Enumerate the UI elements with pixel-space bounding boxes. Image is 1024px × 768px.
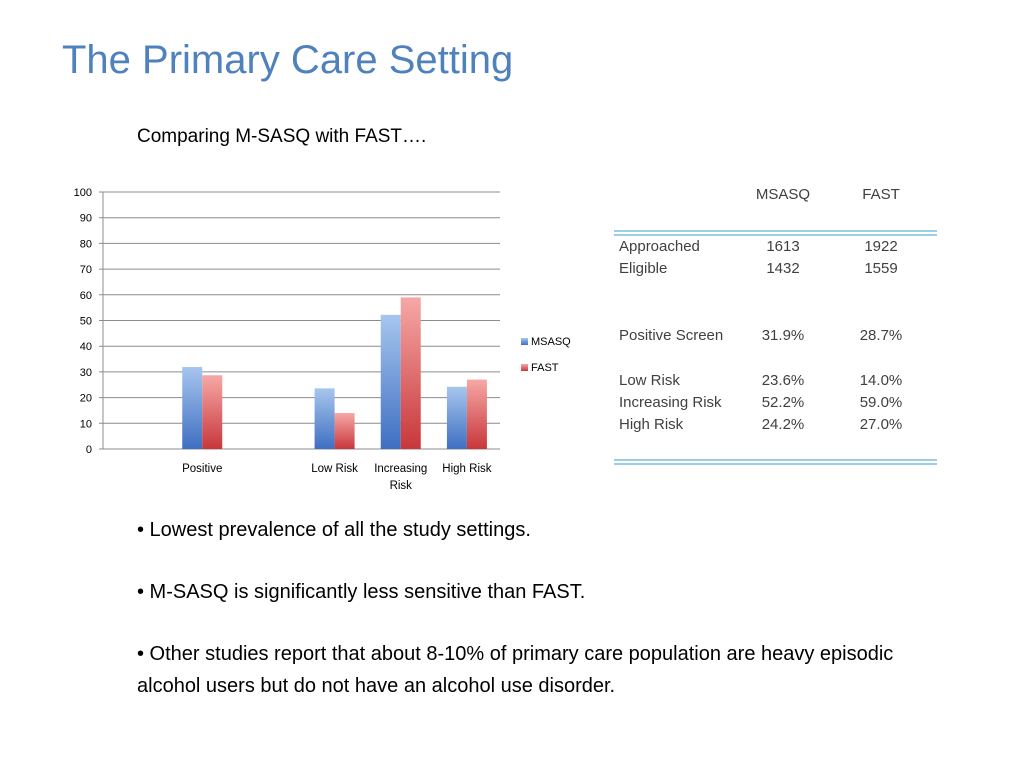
bullet-item: • Lowest prevalence of all the study set…: [137, 519, 531, 541]
row-label: Low Risk: [619, 372, 680, 389]
table-row: Increasing Risk 52.2% 59.0%: [614, 394, 937, 416]
slide-subtitle: Comparing M-SASQ with FAST….: [137, 126, 427, 147]
bar-fast: [334, 413, 355, 449]
table-row: Low Risk 23.6% 14.0%: [614, 372, 937, 394]
comparison-table: MSASQ FAST Approached 1613 1922 Eligible…: [614, 178, 938, 472]
fast-value: 27.0%: [859, 416, 903, 433]
table-row: High Risk 24.2% 27.0%: [614, 416, 937, 438]
y-tick-label: 80: [80, 238, 92, 250]
y-tick-label: 20: [80, 393, 92, 405]
x-tick-label: Low Risk: [311, 463, 358, 475]
row-label: Eligible: [619, 260, 668, 277]
table-row: Approached 1613 1922: [614, 238, 937, 260]
table-row: Eligible 1432 1559: [614, 260, 937, 282]
legend-swatch: [521, 338, 528, 345]
bar-fast: [400, 297, 421, 449]
table-rule: [614, 234, 937, 236]
axes: [99, 192, 500, 450]
legend-swatch: [521, 364, 528, 371]
table-row: Positive Screen 31.9% 28.7%: [614, 327, 937, 349]
fast-value: 14.0%: [859, 372, 903, 389]
y-tick-label: 60: [80, 290, 92, 302]
bar-msasq: [380, 314, 401, 449]
bar-fast: [202, 375, 223, 449]
msasq-value: 31.9%: [761, 327, 805, 344]
row-label: Approached: [619, 238, 700, 255]
msasq-value: 52.2%: [761, 394, 805, 411]
table-header-msasq: MSASQ: [755, 186, 811, 203]
y-tick-label: 10: [80, 418, 92, 430]
row-label: High Risk: [619, 416, 684, 433]
x-tick-label: Risk: [390, 480, 413, 492]
fast-value: 1922: [864, 238, 898, 255]
chart-legend: MSASQ FAST: [521, 336, 571, 374]
bar-msasq: [314, 388, 335, 449]
msasq-value: 23.6%: [761, 372, 805, 389]
row-label: Positive Screen: [619, 327, 724, 344]
fast-value: 1559: [864, 260, 898, 277]
msasq-value: 24.2%: [761, 416, 805, 433]
bars: [182, 297, 487, 449]
bullet-item: • M-SASQ is significantly less sensitive…: [137, 581, 586, 603]
legend-label: FAST: [531, 362, 559, 374]
msasq-value: 1432: [766, 260, 800, 277]
legend-label: MSASQ: [531, 336, 571, 348]
bar-msasq: [446, 386, 467, 449]
y-tick-label: 90: [80, 213, 92, 225]
table-rule: [614, 463, 937, 465]
table-header-fast: FAST: [862, 186, 900, 203]
bar-msasq: [182, 367, 203, 449]
y-tick-label: 40: [80, 341, 92, 353]
y-tick-label: 70: [80, 264, 92, 276]
bar-fast: [466, 379, 487, 449]
x-tick-label: Positive: [182, 463, 222, 475]
table-rule: [614, 230, 937, 232]
msasq-value: 1613: [766, 238, 800, 255]
y-tick-label: 50: [80, 316, 92, 328]
fast-value: 28.7%: [859, 327, 903, 344]
x-tick-label: Increasing: [374, 463, 427, 475]
row-label: Increasing Risk: [619, 394, 722, 411]
table-rule: [614, 459, 937, 461]
fast-value: 59.0%: [859, 394, 903, 411]
y-tick-label: 30: [80, 367, 92, 379]
slide-title: The Primary Care Setting: [62, 38, 514, 82]
gridlines: [99, 191, 500, 424]
bar-chart: 0 10 20 30 40 50 60 70 80 90 100 Positive Low Risk In…: [74, 187, 572, 492]
axis-labels: 0 10 20 30 40 50 60 70 80 90 100 Positive Low Risk In…: [74, 187, 492, 492]
y-tick-label: 100: [74, 187, 92, 199]
bullet-item: • Other studies report that about 8-10% …: [137, 643, 894, 697]
x-tick-label: High Risk: [442, 463, 491, 475]
y-tick-label: 0: [86, 444, 92, 456]
